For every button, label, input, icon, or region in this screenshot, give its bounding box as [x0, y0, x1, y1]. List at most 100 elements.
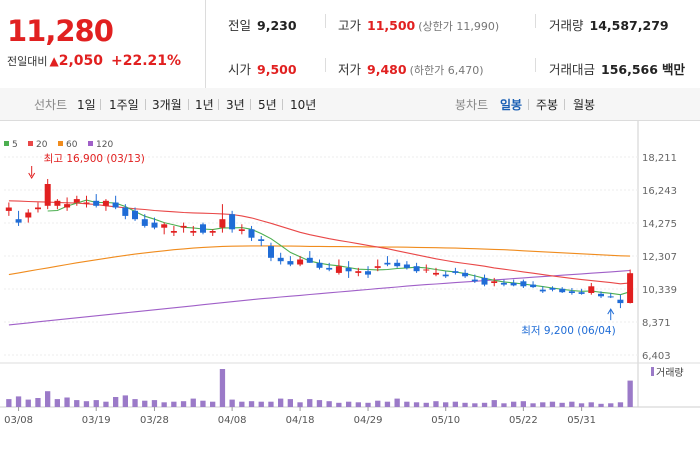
volume-bar — [35, 398, 41, 407]
candle — [306, 251, 313, 263]
volume-bar — [25, 399, 31, 407]
candle — [229, 210, 236, 233]
candle — [384, 256, 391, 267]
volume-bar — [433, 401, 439, 407]
period-3y[interactable]: 3년 — [226, 98, 245, 112]
candle-body — [141, 219, 148, 226]
candle — [219, 204, 226, 233]
volume-bar — [45, 391, 51, 407]
period-1y[interactable]: 1년 — [195, 98, 214, 112]
candle-body — [423, 269, 430, 271]
volume-cell: 거래량 14,587,279 — [549, 15, 669, 34]
candle-body — [219, 219, 226, 228]
volume-bar — [287, 399, 293, 407]
candle — [335, 259, 342, 275]
high-value: 11,500 — [367, 18, 416, 33]
volume-bar — [627, 380, 633, 407]
candle — [433, 267, 439, 277]
candle — [365, 266, 371, 278]
candle-body — [568, 291, 575, 293]
change-amount: 2,050 — [58, 53, 104, 69]
candle — [452, 267, 459, 275]
candle — [122, 204, 129, 220]
candle — [170, 225, 177, 236]
candle — [180, 222, 187, 233]
candle-period-monthly[interactable]: 월봉 — [573, 98, 596, 112]
volume-bar — [307, 399, 313, 407]
up-triangle-icon: ▲ — [49, 54, 59, 68]
period-5y[interactable]: 5년 — [258, 98, 277, 112]
volume-bar — [355, 402, 361, 408]
candle-body — [462, 272, 469, 277]
line-chart-label: 선차트 — [34, 98, 68, 112]
volume-bar — [54, 399, 60, 407]
volume-bar — [520, 401, 526, 407]
candle — [598, 291, 604, 299]
volume-bar — [413, 402, 420, 408]
period-3m[interactable]: 3개월 — [152, 98, 182, 112]
volume-bar — [229, 399, 235, 407]
candle-period-weekly[interactable]: 주봉 — [536, 98, 559, 112]
high-label: 고가 — [338, 18, 362, 33]
candle-body — [452, 271, 459, 273]
volume-bar — [316, 400, 323, 407]
candle — [403, 261, 410, 270]
candle-body — [491, 281, 498, 283]
y-tick-label: 12,307 — [642, 252, 677, 263]
candle-body — [287, 261, 294, 265]
y-tick-label: 10,339 — [642, 285, 677, 296]
candle — [151, 217, 158, 230]
candle-body — [617, 299, 624, 304]
volume-bar — [569, 401, 575, 407]
candle — [35, 202, 41, 213]
prev-close-value: 9,230 — [257, 18, 297, 33]
volume-label: 거래량 — [549, 18, 584, 33]
period-10y[interactable]: 10년 — [290, 98, 317, 112]
upper-limit: (상한가 11,990) — [418, 20, 500, 33]
min-arrow-head — [607, 308, 615, 315]
candle-body — [413, 266, 420, 272]
candle-body — [170, 231, 177, 233]
legend-label-ma120: 120 — [96, 140, 113, 150]
x-tick-label: 03/08 — [4, 415, 33, 426]
candle-body — [93, 200, 100, 206]
candle-body — [316, 262, 323, 268]
candle — [413, 262, 420, 273]
period-1d[interactable]: 1일 — [77, 98, 96, 112]
candle-body — [180, 225, 187, 228]
legend-label-ma5: 5 — [12, 140, 18, 150]
candle — [25, 209, 32, 223]
candle-body — [433, 272, 439, 275]
candle-body — [209, 231, 216, 233]
candle — [607, 293, 614, 299]
candle — [588, 282, 595, 295]
candle-body — [365, 271, 371, 275]
volume-bar — [394, 398, 400, 407]
candle — [578, 288, 585, 295]
y-tick-label: 16,243 — [642, 186, 677, 197]
volume-bar — [171, 401, 177, 407]
candle — [238, 224, 245, 235]
volume-bar — [452, 401, 458, 407]
volume-bar — [346, 401, 352, 407]
legend-swatch-ma120 — [88, 141, 93, 146]
high-cell: 고가 11,500 (상한가 11,990) — [338, 15, 499, 34]
candle-body — [530, 284, 537, 288]
candle — [471, 274, 478, 283]
candle — [248, 225, 255, 242]
candle — [510, 279, 517, 287]
candle-body — [394, 262, 401, 267]
ma20-line — [8, 200, 631, 285]
volume-bar — [423, 402, 429, 407]
candle — [287, 256, 294, 267]
candle-body — [471, 279, 478, 282]
trade-value-unit: 백만 — [661, 62, 685, 77]
volume-bar — [530, 403, 536, 407]
period-1w[interactable]: 1주일 — [109, 98, 139, 112]
max-arrow-head — [28, 172, 36, 179]
candle-body — [132, 210, 138, 220]
current-price: 11,280 — [7, 14, 114, 48]
candle-period-daily[interactable]: 일봉 — [500, 98, 523, 112]
candle-body — [403, 264, 410, 268]
candle — [316, 259, 323, 270]
